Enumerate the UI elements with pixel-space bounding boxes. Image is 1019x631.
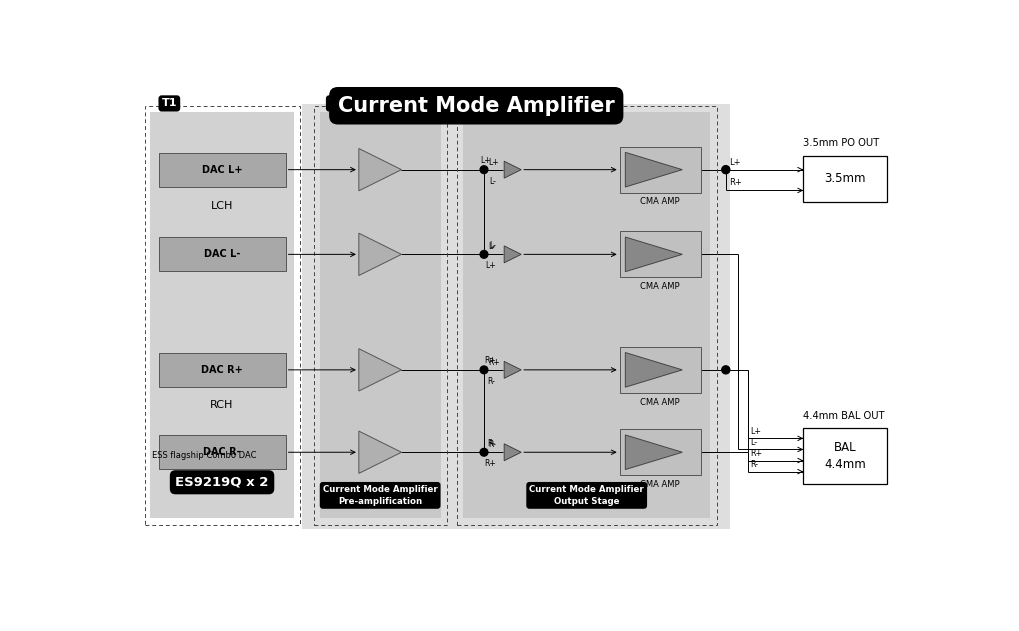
Circle shape xyxy=(480,366,487,374)
Text: R+: R+ xyxy=(488,358,500,367)
Text: ESS flagship Combo DAC: ESS flagship Combo DAC xyxy=(152,451,257,460)
Circle shape xyxy=(480,449,487,456)
Bar xyxy=(803,156,887,202)
Text: 4.4mm BAL OUT: 4.4mm BAL OUT xyxy=(803,411,884,421)
Text: R+: R+ xyxy=(749,449,761,458)
Text: ES9219Q x 2: ES9219Q x 2 xyxy=(175,476,268,489)
Bar xyxy=(619,429,700,475)
Text: CMA AMP: CMA AMP xyxy=(640,282,680,291)
Circle shape xyxy=(721,166,730,174)
Text: Current Mode Amplifier: Current Mode Amplifier xyxy=(337,96,614,115)
Text: Current Mode Amplifier
Output Stage: Current Mode Amplifier Output Stage xyxy=(529,485,643,506)
Bar xyxy=(463,112,709,519)
Text: DAC R-: DAC R- xyxy=(203,447,240,457)
Text: R-: R- xyxy=(749,460,757,469)
Text: L+: L+ xyxy=(488,158,498,167)
Text: L-: L- xyxy=(749,438,756,447)
Bar xyxy=(150,112,293,519)
Bar xyxy=(158,237,285,271)
Text: DAC R+: DAC R+ xyxy=(201,365,243,375)
Polygon shape xyxy=(359,431,401,473)
Text: R+: R+ xyxy=(483,459,495,468)
Text: R+: R+ xyxy=(729,179,741,187)
Circle shape xyxy=(480,251,487,258)
Text: L+: L+ xyxy=(484,261,495,270)
Text: CMA AMP: CMA AMP xyxy=(640,198,680,206)
Polygon shape xyxy=(503,246,521,263)
Circle shape xyxy=(721,366,730,374)
Text: 3.5mm: 3.5mm xyxy=(823,172,865,186)
Text: Current Mode Amplifier
Pre-amplification: Current Mode Amplifier Pre-amplification xyxy=(322,485,437,506)
Polygon shape xyxy=(625,152,682,187)
Text: L+: L+ xyxy=(480,156,490,165)
Text: T2: T2 xyxy=(329,98,344,109)
Polygon shape xyxy=(625,435,682,469)
Bar xyxy=(302,104,729,529)
Text: L+: L+ xyxy=(729,158,740,167)
Bar xyxy=(803,428,887,484)
Bar xyxy=(158,153,285,187)
Bar xyxy=(619,146,700,192)
Bar xyxy=(313,106,446,524)
Polygon shape xyxy=(359,148,401,191)
Bar xyxy=(457,106,715,524)
Circle shape xyxy=(480,166,487,174)
Text: R-: R- xyxy=(487,439,495,447)
Text: LCH: LCH xyxy=(211,201,233,211)
Polygon shape xyxy=(503,161,521,178)
Text: DAC L-: DAC L- xyxy=(204,249,240,259)
Polygon shape xyxy=(625,353,682,387)
Text: R+: R+ xyxy=(483,357,495,365)
Text: T3: T3 xyxy=(472,98,487,109)
Bar xyxy=(158,435,285,469)
Polygon shape xyxy=(625,237,682,272)
Text: BAL
4.4mm: BAL 4.4mm xyxy=(823,441,865,471)
Polygon shape xyxy=(503,362,521,379)
Text: RCH: RCH xyxy=(210,400,233,410)
Polygon shape xyxy=(359,233,401,276)
Bar xyxy=(158,353,285,387)
Bar xyxy=(145,106,300,524)
Text: L-: L- xyxy=(488,242,495,251)
Text: T1: T1 xyxy=(161,98,177,109)
Text: L-: L- xyxy=(488,177,495,186)
Text: L+: L+ xyxy=(749,427,760,436)
Text: 3.5mm PO OUT: 3.5mm PO OUT xyxy=(803,138,878,148)
Polygon shape xyxy=(503,444,521,461)
Text: CMA AMP: CMA AMP xyxy=(640,398,680,406)
Bar xyxy=(619,347,700,393)
Text: R-: R- xyxy=(488,440,496,449)
Text: DAC L+: DAC L+ xyxy=(202,165,243,175)
Text: L-: L- xyxy=(488,241,495,250)
Bar xyxy=(619,231,700,278)
Bar xyxy=(319,112,440,519)
Text: CMA AMP: CMA AMP xyxy=(640,480,680,489)
Text: R-: R- xyxy=(487,377,495,386)
Polygon shape xyxy=(359,349,401,391)
